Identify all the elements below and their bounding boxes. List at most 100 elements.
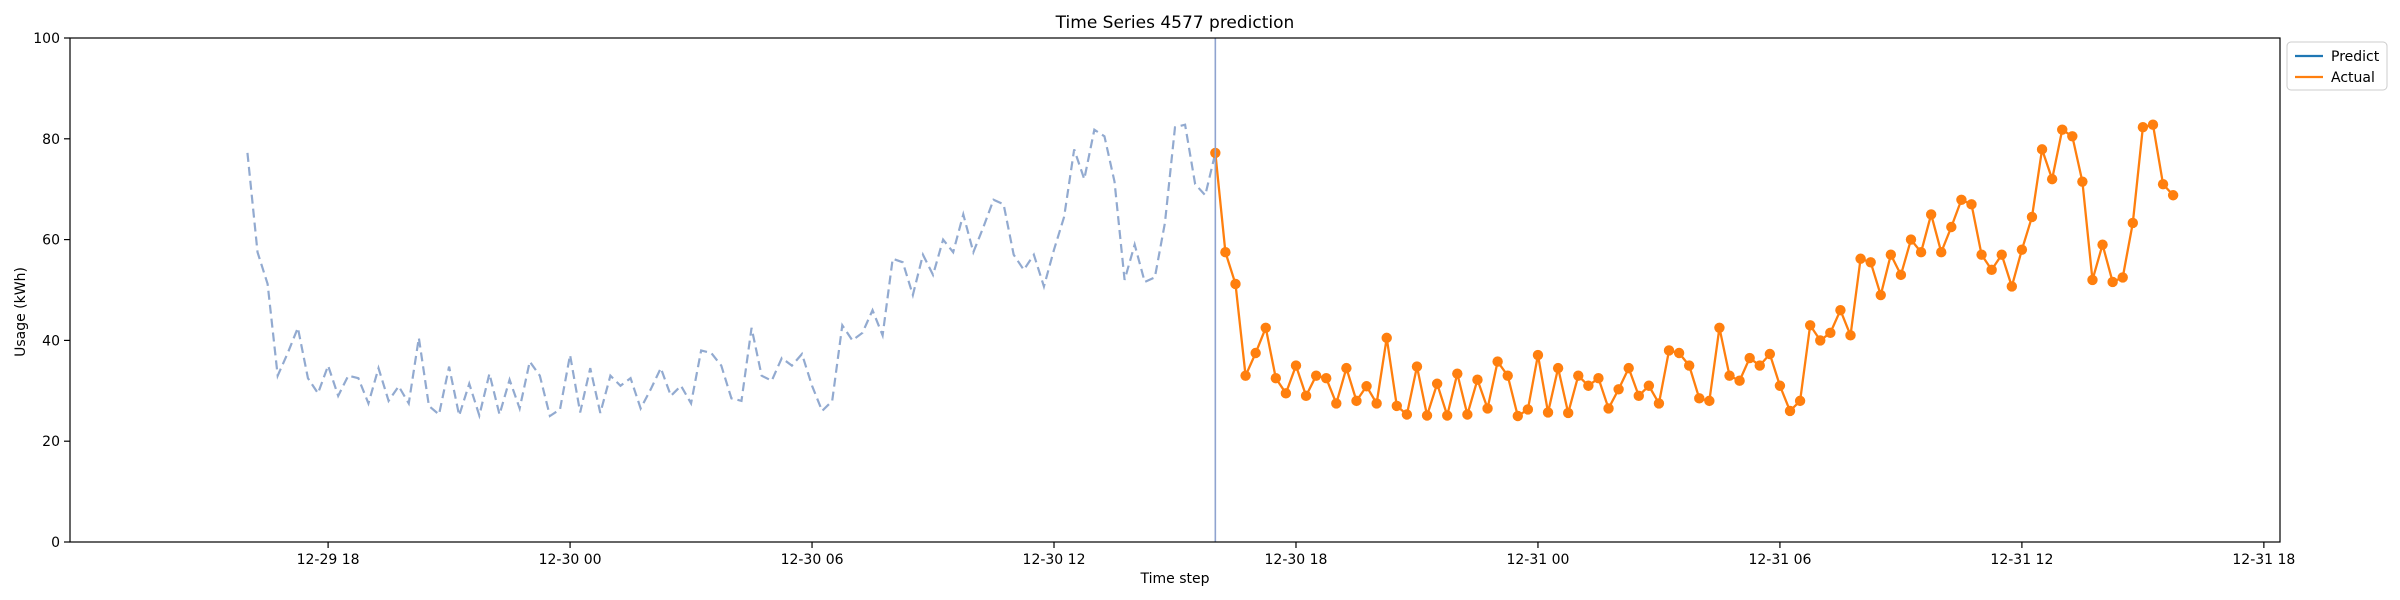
y-tick-label-80: 80 — [42, 132, 60, 148]
actual-point-68 — [1895, 269, 1907, 281]
actual-point-53 — [1744, 352, 1755, 364]
actual-point-77 — [1986, 264, 1997, 276]
actual-point-55 — [1764, 348, 1776, 360]
actual-point-22 — [1431, 378, 1443, 389]
x-tick-label-6: 12-31 06 — [1748, 552, 1811, 568]
actual-point-20 — [1411, 361, 1423, 372]
actual-point-87 — [2087, 274, 2098, 286]
actual-point-85 — [2067, 131, 2078, 142]
actual-point-70 — [1915, 247, 1927, 258]
plot-area: 0 20 40 60 80 100 12-29 18 12-30 00 12-30 06 12-3… — [33, 31, 2295, 568]
actual-point-51 — [1724, 370, 1735, 381]
actual-point-17 — [1381, 332, 1392, 344]
actual-point-29 — [1502, 370, 1513, 381]
actual-point-54 — [1754, 360, 1765, 371]
y-axis-label: Usage (kWh) — [13, 267, 29, 357]
actual-point-14 — [1351, 395, 1362, 407]
actual-point-76 — [1976, 249, 1987, 260]
actual-point-50 — [1714, 322, 1725, 333]
actual-point-44 — [1653, 398, 1665, 409]
actual-point-93 — [2147, 119, 2159, 130]
actual-point-59 — [1804, 320, 1816, 331]
actual-point-1 — [1220, 247, 1231, 258]
actual-point-83 — [2046, 173, 2058, 185]
actual-point-38 — [1593, 373, 1604, 384]
actual-point-42 — [1633, 390, 1644, 402]
actual-point-48 — [1694, 393, 1705, 404]
actual-point-3 — [1240, 370, 1251, 381]
actual-point-10 — [1310, 370, 1322, 381]
actual-point-72 — [1936, 247, 1947, 258]
actual-point-7 — [1280, 388, 1292, 399]
x-tick-label-1: 12-30 00 — [539, 552, 602, 568]
actual-point-84 — [2057, 124, 2068, 135]
legend: Predict Actual — [2286, 41, 2388, 91]
y-tick-label-100: 100 — [33, 31, 60, 47]
x-tick-label-7: 12-31 12 — [1990, 552, 2053, 568]
actual-point-64 — [1855, 253, 1866, 264]
actual-point-71 — [1925, 209, 1937, 220]
actual-point-39 — [1603, 403, 1614, 414]
actual-point-19 — [1401, 409, 1413, 420]
x-tick-label-5: 12-31 00 — [1506, 552, 1569, 568]
actual-point-92 — [2137, 122, 2149, 133]
actual-point-89 — [2107, 276, 2118, 288]
y-tick-label-60: 60 — [42, 233, 60, 249]
actual-point-61 — [1825, 327, 1836, 339]
actual-point-82 — [2036, 144, 2048, 155]
actual-point-9 — [1300, 390, 1312, 402]
actual-point-23 — [1442, 410, 1453, 421]
x-tick-label-8: 12-31 18 — [2232, 552, 2295, 568]
x-tick-label-4: 12-30 18 — [1265, 552, 1328, 568]
actual-point-49 — [1704, 395, 1715, 407]
actual-point-27 — [1482, 403, 1493, 414]
actual-point-69 — [1905, 234, 1917, 245]
actual-point-24 — [1452, 368, 1463, 379]
actual-point-37 — [1583, 380, 1594, 391]
y-tick-label-0: 0 — [51, 535, 60, 551]
actual-point-6 — [1270, 373, 1282, 384]
actual-point-18 — [1391, 400, 1403, 412]
actual-point-56 — [1774, 380, 1786, 391]
actual-point-63 — [1845, 330, 1856, 341]
actual-point-65 — [1865, 257, 1876, 268]
actual-point-43 — [1643, 380, 1655, 391]
actual-point-95 — [2167, 190, 2179, 201]
actual-point-35 — [1563, 407, 1574, 419]
actual-point-11 — [1321, 373, 1332, 384]
actual-point-81 — [2026, 211, 2038, 223]
actual-point-28 — [1492, 356, 1503, 367]
actual-point-46 — [1673, 347, 1685, 359]
actual-point-36 — [1573, 370, 1584, 381]
chart-title: Time Series 4577 prediction — [1055, 13, 1295, 33]
actual-point-62 — [1835, 304, 1846, 316]
x-axis-label: Time step — [1140, 571, 1210, 587]
actual-point-52 — [1734, 375, 1745, 386]
x-tick-label-0: 12-29 18 — [297, 552, 360, 568]
actual-point-60 — [1815, 335, 1826, 346]
actual-point-78 — [1996, 249, 2007, 260]
actual-point-57 — [1784, 405, 1796, 417]
actual-point-33 — [1542, 407, 1554, 418]
actual-point-88 — [2097, 239, 2108, 250]
actual-point-79 — [2006, 281, 2018, 292]
history-series-line — [246, 123, 1217, 420]
actual-point-21 — [1421, 410, 1433, 421]
actual-point-15 — [1361, 381, 1372, 392]
actual-point-2 — [1230, 278, 1241, 290]
actual-point-40 — [1613, 384, 1624, 395]
actual-point-32 — [1532, 349, 1544, 361]
actual-point-30 — [1512, 410, 1523, 422]
actual-point-67 — [1885, 249, 1897, 260]
actual-point-73 — [1946, 221, 1957, 233]
actual-point-94 — [2157, 178, 2169, 190]
actual-point-25 — [1462, 409, 1473, 420]
actual-point-13 — [1341, 362, 1352, 374]
actual-point-31 — [1522, 404, 1534, 415]
plot-frame — [69, 37, 2281, 543]
actual-point-91 — [2127, 217, 2138, 229]
actual-point-74 — [1956, 194, 1967, 205]
actual-point-8 — [1290, 360, 1302, 371]
actual-point-34 — [1552, 362, 1564, 374]
